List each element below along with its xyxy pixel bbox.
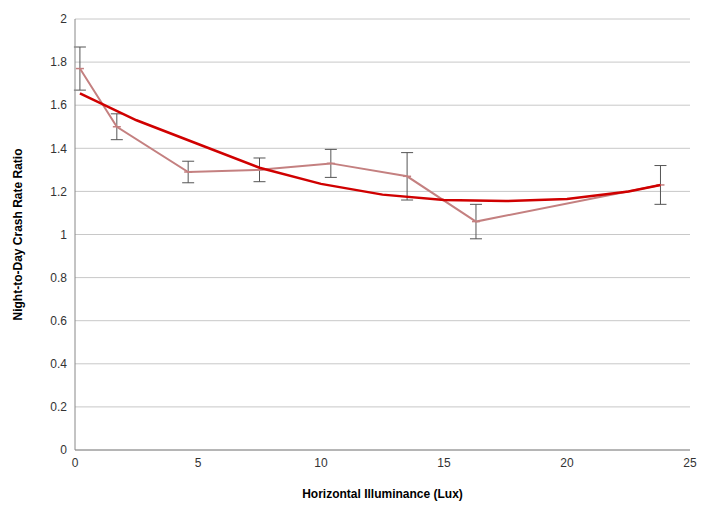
svg-text:15: 15 [437, 456, 451, 470]
svg-text:0: 0 [60, 443, 67, 457]
svg-text:5: 5 [195, 456, 202, 470]
svg-text:10: 10 [314, 456, 328, 470]
svg-text:Night-to-Day Crash Rate Ratio: Night-to-Day Crash Rate Ratio [11, 148, 25, 320]
svg-text:0.2: 0.2 [50, 400, 67, 414]
svg-text:1: 1 [60, 228, 67, 242]
svg-text:25: 25 [683, 456, 697, 470]
svg-text:1.6: 1.6 [50, 98, 67, 112]
svg-text:Horizontal Illuminance (Lux): Horizontal Illuminance (Lux) [302, 487, 463, 501]
svg-text:2: 2 [60, 12, 67, 26]
svg-text:0: 0 [72, 456, 79, 470]
svg-text:0.6: 0.6 [50, 314, 67, 328]
svg-text:0.8: 0.8 [50, 271, 67, 285]
svg-text:1.8: 1.8 [50, 55, 67, 69]
svg-text:1.2: 1.2 [50, 185, 67, 199]
svg-text:20: 20 [560, 456, 574, 470]
svg-text:0.4: 0.4 [50, 357, 67, 371]
svg-text:1.4: 1.4 [50, 142, 67, 156]
